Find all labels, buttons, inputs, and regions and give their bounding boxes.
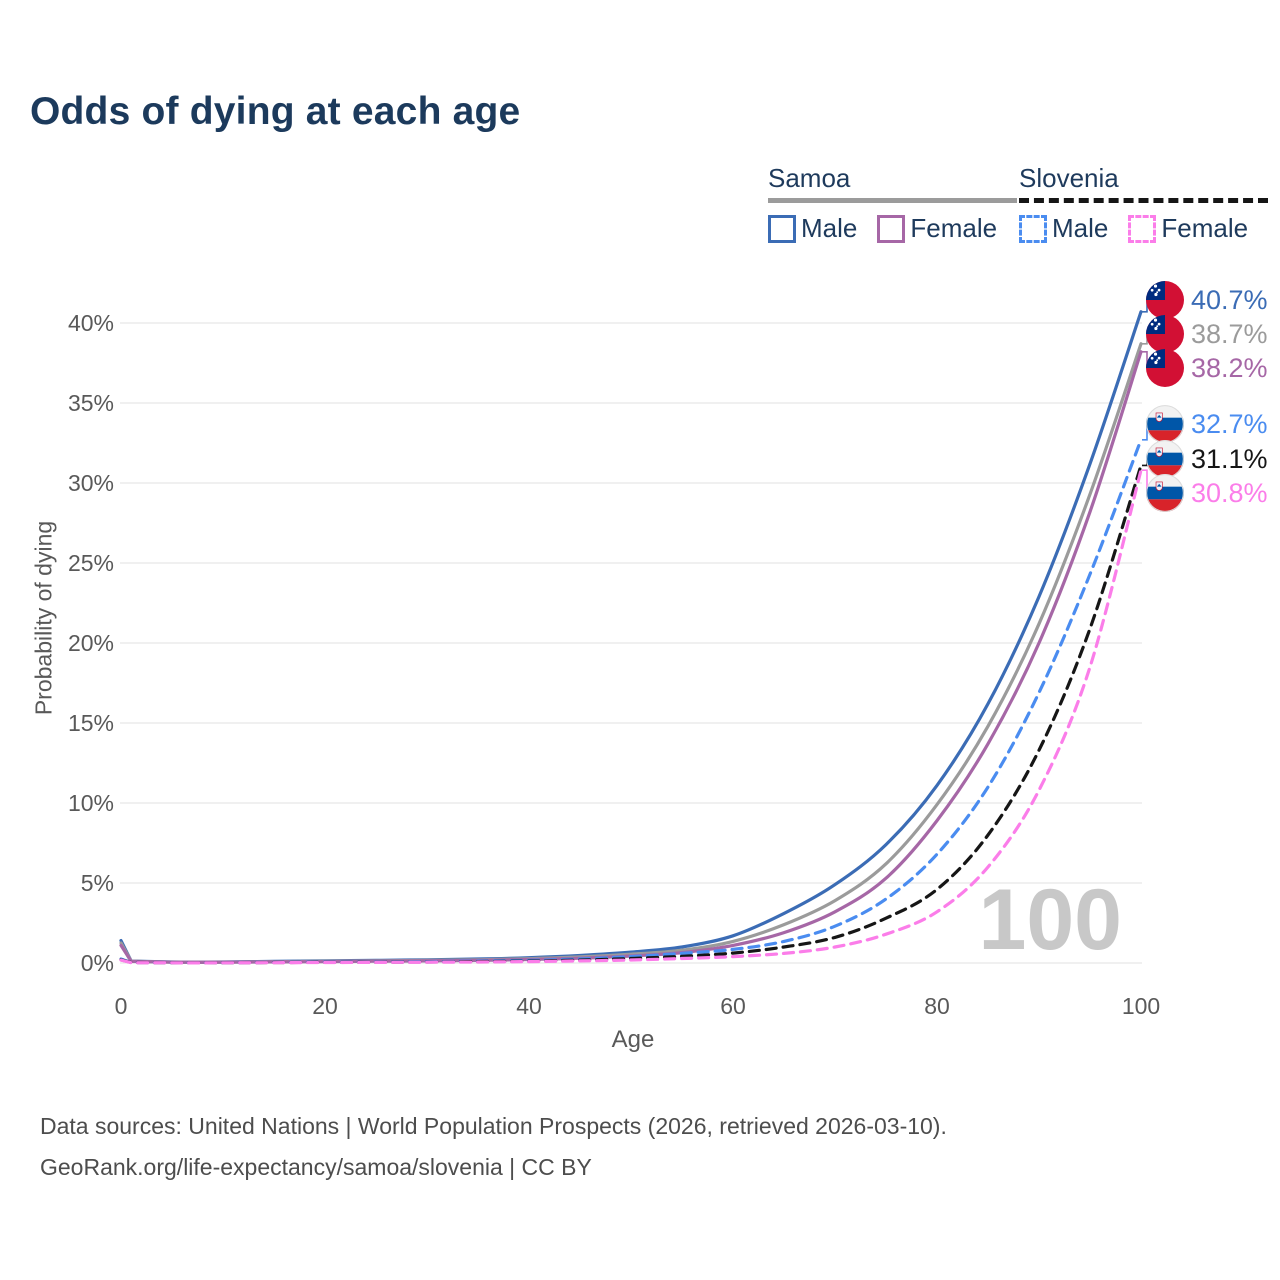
x-tick-label: 40 xyxy=(516,993,542,1019)
footer-attribution-line: GeoRank.org/life-expectancy/samoa/sloven… xyxy=(40,1154,592,1180)
series-line-samoa-both-sexes xyxy=(119,342,1143,964)
x-tick-label: 20 xyxy=(312,993,338,1019)
legend-swatch-box xyxy=(1128,214,1157,243)
series-end-label-samoa-female: 38.2% xyxy=(1146,349,1268,387)
page-title: Odds of dying at each age xyxy=(30,90,521,133)
series-end-label-slovenia-both-sexes: 31.1% xyxy=(1146,440,1268,478)
legend-swatch-box xyxy=(1019,214,1047,243)
age-watermark: 100 xyxy=(979,872,1123,968)
legend-country-label: Slovenia xyxy=(1019,163,1119,193)
y-tick-label: 10% xyxy=(68,790,114,816)
y-tick-label: 5% xyxy=(81,870,114,896)
end-value: 38.2% xyxy=(1191,352,1268,383)
samoa-flag-icon xyxy=(1146,315,1184,353)
y-tick-label: 30% xyxy=(68,470,114,496)
legend-group-slovenia: Slovenia Male Female xyxy=(1019,163,1269,244)
end-value: 40.7% xyxy=(1191,284,1268,315)
end-value: 30.8% xyxy=(1191,477,1268,508)
slovenia-flag-icon xyxy=(1146,405,1184,443)
legend-line-swatch xyxy=(768,198,1018,203)
end-value: 32.7% xyxy=(1191,408,1268,439)
legend-line-swatch xyxy=(1019,198,1269,203)
series-line-samoa-female xyxy=(119,350,1143,964)
legend-swatch-box xyxy=(768,214,796,243)
end-value: 38.7% xyxy=(1191,318,1268,349)
samoa-flag-icon xyxy=(1146,281,1184,319)
x-tick-label: 100 xyxy=(1122,993,1160,1019)
y-tick-label: 25% xyxy=(68,550,114,576)
legend-item-samoa-female: Female xyxy=(877,213,997,244)
footer: Data sources: United Nations | World Pop… xyxy=(40,1106,947,1188)
y-tick-label: 0% xyxy=(81,950,114,976)
x-tick-label: 0 xyxy=(115,993,128,1019)
series-line-slovenia-female xyxy=(119,468,1143,965)
legend-item-label: Female xyxy=(1161,213,1249,243)
legend-item-label: Male xyxy=(801,213,858,243)
y-tick-label: 20% xyxy=(68,630,114,656)
legend-group-samoa: Samoa Male Female xyxy=(768,163,1018,244)
y-axis-title: Probability of dying xyxy=(30,520,57,716)
end-value: 31.1% xyxy=(1191,443,1268,474)
x-tick-label: 60 xyxy=(720,993,746,1019)
legend-item-label: Male xyxy=(1052,213,1109,243)
slovenia-flag-icon xyxy=(1146,474,1184,512)
y-tick-label: 40% xyxy=(68,310,114,336)
series-end-label-slovenia-female: 30.8% xyxy=(1146,474,1268,512)
slovenia-flag-icon xyxy=(1146,440,1184,478)
legend-item-label: Female xyxy=(910,213,998,243)
samoa-flag-icon xyxy=(1146,349,1184,387)
legend-country-label: Samoa xyxy=(768,163,851,193)
series-end-label-slovenia-male: 32.7% xyxy=(1146,405,1268,443)
series-end-label-samoa-both-sexes: 38.7% xyxy=(1146,315,1268,353)
legend-swatch-box xyxy=(877,214,906,243)
legend-item-slovenia-female: Female xyxy=(1128,213,1248,244)
series-end-label-samoa-male: 40.7% xyxy=(1146,281,1268,319)
footer-sources-line: Data sources: United Nations | World Pop… xyxy=(40,1113,947,1139)
legend-item-slovenia-male: Male xyxy=(1019,213,1108,244)
x-axis-title: Age xyxy=(611,1026,655,1053)
legend-item-samoa-male: Male xyxy=(768,213,857,244)
y-tick-label: 15% xyxy=(68,710,114,736)
y-tick-label: 35% xyxy=(68,390,114,416)
x-tick-label: 80 xyxy=(924,993,950,1019)
